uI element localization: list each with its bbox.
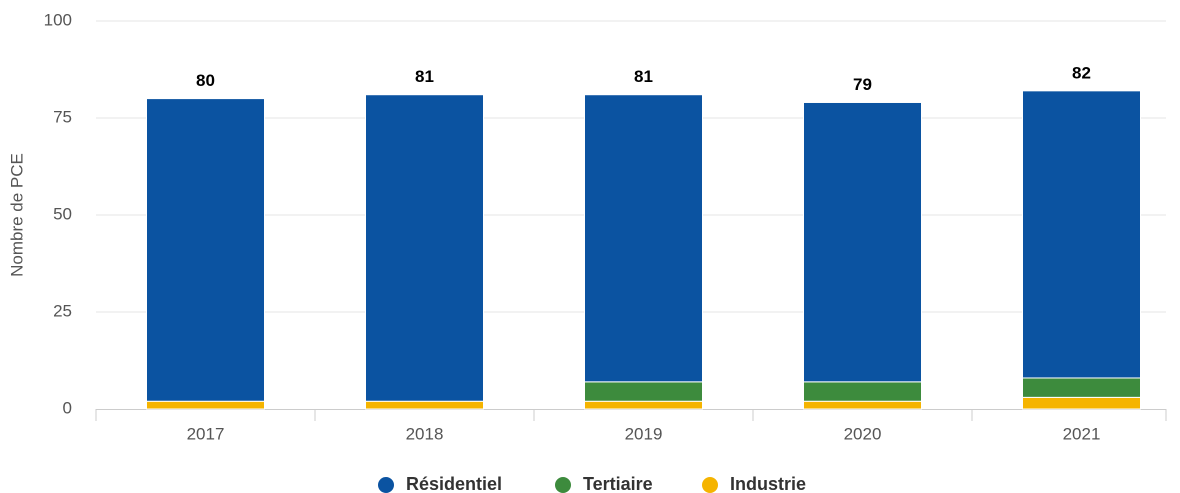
bar-segment [1022, 396, 1141, 410]
bar-segment [365, 400, 484, 410]
legend-label: Tertiaire [583, 474, 653, 493]
bar-segment [146, 400, 265, 410]
x-tick-label: 2020 [844, 424, 882, 443]
legend-swatch [378, 477, 394, 493]
bar-segment [584, 381, 703, 402]
y-tick-label: 50 [53, 204, 72, 223]
bar-segment [803, 101, 922, 383]
y-tick-label: 25 [53, 301, 72, 320]
bar-segment [365, 94, 484, 402]
bar-segment [584, 94, 703, 383]
legend-label: Résidentiel [406, 474, 502, 493]
bar-segment [584, 400, 703, 410]
bar-segment [1022, 377, 1141, 398]
legend-label: Industrie [730, 474, 806, 493]
bar-segment [1022, 90, 1141, 379]
y-tick-label: 0 [63, 398, 72, 417]
x-tick-label: 2018 [406, 424, 444, 443]
bar-segment [146, 98, 265, 402]
bar-segment [803, 381, 922, 402]
x-tick-label: 2019 [625, 424, 663, 443]
y-axis-title: Nombre de PCE [7, 153, 26, 277]
total-label: 81 [634, 67, 653, 86]
x-tick-label: 2017 [187, 424, 225, 443]
legend-swatch [555, 477, 571, 493]
legend-swatch [702, 477, 718, 493]
total-label: 79 [853, 75, 872, 94]
bar-segment [803, 400, 922, 410]
x-tick-label: 2021 [1063, 424, 1101, 443]
y-tick-label: 75 [53, 107, 72, 126]
total-label: 80 [196, 71, 215, 90]
total-label: 81 [415, 67, 434, 86]
y-tick-label: 100 [44, 10, 72, 29]
total-label: 82 [1072, 63, 1091, 82]
